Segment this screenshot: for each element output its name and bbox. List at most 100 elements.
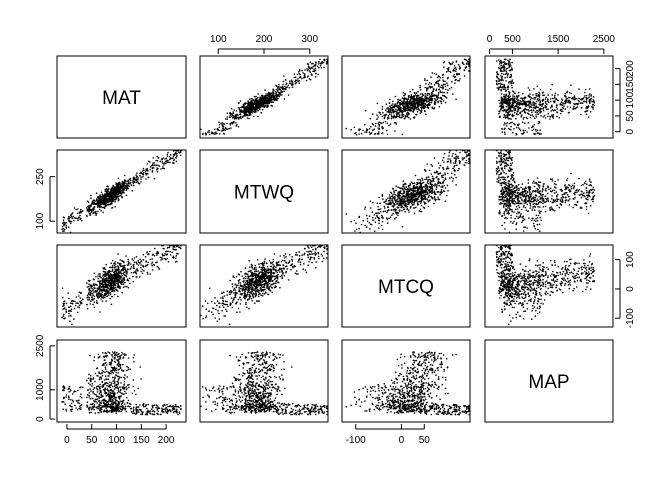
- data-point: [498, 210, 501, 212]
- data-point: [427, 200, 430, 203]
- data-point: [506, 76, 509, 78]
- data-point: [250, 105, 253, 108]
- data-point: [243, 111, 246, 113]
- data-point: [503, 115, 506, 117]
- data-point: [546, 108, 548, 110]
- data-point: [421, 195, 423, 198]
- data-point: [389, 109, 392, 111]
- data-point: [411, 195, 414, 197]
- data-point: [425, 87, 428, 89]
- data-point: [403, 190, 406, 192]
- data-point: [503, 61, 506, 63]
- data-point: [265, 93, 267, 95]
- data-point: [381, 220, 384, 223]
- data-point: [522, 99, 525, 102]
- data-point: [592, 99, 594, 101]
- data-point: [228, 116, 231, 118]
- data-point: [246, 106, 248, 108]
- data-point: [116, 190, 118, 192]
- data-point: [128, 185, 130, 187]
- data-point: [379, 122, 382, 124]
- data-point: [90, 194, 92, 197]
- data-point: [242, 110, 244, 113]
- data-point: [550, 110, 552, 112]
- data-point: [111, 206, 114, 209]
- data-point: [506, 159, 509, 162]
- data-point: [500, 66, 503, 69]
- points-mtwq-vs-mtcq: [345, 149, 470, 234]
- data-point: [431, 187, 433, 189]
- data-point: [166, 155, 169, 157]
- data-point: [530, 97, 533, 99]
- data-point: [455, 184, 457, 186]
- data-point: [450, 176, 453, 179]
- data-point: [515, 186, 518, 189]
- data-point: [434, 199, 437, 202]
- panel-mat-vs-mat: MAT: [56, 55, 187, 139]
- data-point: [534, 106, 536, 109]
- data-point: [585, 197, 587, 200]
- data-point: [524, 122, 526, 124]
- data-point: [253, 95, 256, 98]
- data-point: [249, 103, 252, 105]
- data-point: [402, 115, 405, 118]
- data-point: [95, 192, 98, 195]
- data-point: [522, 219, 525, 222]
- data-point: [522, 97, 524, 100]
- data-point: [529, 105, 531, 108]
- data-point: [137, 182, 140, 184]
- data-point: [377, 206, 379, 208]
- data-point: [228, 127, 231, 130]
- data-point: [544, 98, 547, 100]
- data-point: [573, 105, 575, 108]
- data-point: [574, 98, 576, 101]
- data-point: [508, 97, 510, 99]
- data-point: [410, 205, 412, 208]
- data-point: [232, 111, 234, 113]
- data-point: [287, 94, 290, 96]
- data-point: [168, 158, 171, 161]
- data-point: [446, 82, 448, 84]
- data-point: [515, 113, 518, 115]
- data-point: [71, 213, 73, 215]
- data-point: [538, 99, 541, 101]
- data-point: [555, 98, 557, 100]
- data-point: [421, 177, 423, 180]
- data-point: [143, 169, 145, 172]
- data-point: [397, 214, 399, 217]
- data-point: [215, 131, 217, 133]
- data-point: [516, 102, 519, 105]
- data-point: [578, 194, 581, 196]
- data-point: [395, 110, 397, 113]
- data-point: [208, 133, 211, 136]
- data-point: [63, 230, 65, 232]
- data-point: [416, 100, 419, 102]
- data-point: [436, 184, 439, 186]
- data-point: [174, 149, 177, 152]
- data-point: [522, 206, 525, 208]
- data-point: [425, 96, 428, 99]
- data-point: [308, 66, 310, 68]
- data-point: [297, 78, 299, 80]
- data-point: [396, 106, 399, 108]
- data-point: [246, 108, 248, 111]
- data-point: [508, 207, 511, 209]
- data-point: [501, 131, 504, 133]
- data-point: [80, 208, 82, 211]
- data-point: [500, 64, 503, 67]
- data-point: [547, 108, 549, 110]
- data-point: [255, 111, 257, 113]
- data-point: [166, 153, 169, 156]
- data-point: [413, 99, 416, 101]
- data-point: [261, 101, 264, 103]
- data-point: [409, 199, 412, 202]
- data-point: [216, 127, 219, 130]
- data-point: [440, 101, 443, 103]
- data-point: [63, 228, 66, 231]
- data-point: [540, 111, 542, 113]
- data-point: [432, 179, 435, 182]
- data-point: [153, 177, 156, 180]
- data-point: [427, 195, 430, 198]
- data-point: [314, 64, 316, 66]
- data-point: [461, 157, 464, 159]
